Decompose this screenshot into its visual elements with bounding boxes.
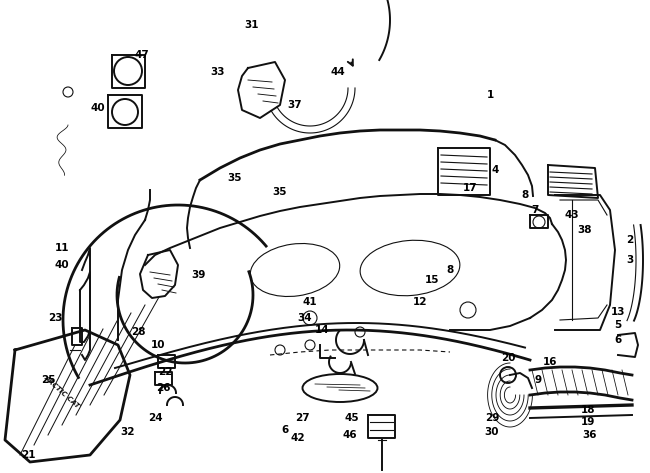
Text: 27: 27 bbox=[294, 413, 309, 423]
Text: 46: 46 bbox=[343, 430, 358, 440]
Text: ARCTIC CAT: ARCTIC CAT bbox=[43, 374, 81, 409]
Text: 38: 38 bbox=[578, 225, 592, 235]
Text: 18: 18 bbox=[580, 405, 595, 415]
Text: 22: 22 bbox=[158, 367, 172, 377]
Text: 35: 35 bbox=[227, 173, 242, 183]
Text: 26: 26 bbox=[156, 383, 170, 393]
Text: 30: 30 bbox=[485, 427, 499, 437]
Text: 21: 21 bbox=[21, 450, 35, 460]
Text: 31: 31 bbox=[245, 20, 259, 30]
Text: 12: 12 bbox=[413, 297, 427, 307]
Text: 7: 7 bbox=[531, 205, 539, 215]
Text: 47: 47 bbox=[135, 50, 150, 60]
Text: 29: 29 bbox=[485, 413, 499, 423]
Text: 14: 14 bbox=[315, 325, 330, 335]
Text: 24: 24 bbox=[148, 413, 162, 423]
Text: 37: 37 bbox=[288, 100, 302, 110]
Text: 35: 35 bbox=[273, 187, 287, 197]
Text: 43: 43 bbox=[565, 210, 579, 220]
Text: 41: 41 bbox=[303, 297, 317, 307]
Text: 15: 15 bbox=[424, 275, 439, 285]
Text: 6: 6 bbox=[614, 335, 621, 345]
Text: 2: 2 bbox=[627, 235, 634, 245]
Text: 40: 40 bbox=[55, 260, 70, 270]
Text: 11: 11 bbox=[55, 243, 70, 253]
Text: 8: 8 bbox=[447, 265, 454, 275]
Text: 33: 33 bbox=[211, 67, 226, 77]
Text: 23: 23 bbox=[47, 313, 62, 323]
Text: 39: 39 bbox=[191, 270, 205, 280]
Text: 25: 25 bbox=[41, 375, 55, 385]
Text: 6: 6 bbox=[281, 425, 289, 435]
Text: 42: 42 bbox=[291, 433, 306, 443]
Text: 20: 20 bbox=[500, 353, 515, 363]
Text: 45: 45 bbox=[344, 413, 359, 423]
Text: 17: 17 bbox=[463, 183, 477, 193]
Text: 10: 10 bbox=[151, 340, 165, 350]
Text: 5: 5 bbox=[614, 320, 621, 330]
Text: 36: 36 bbox=[583, 430, 597, 440]
Text: 32: 32 bbox=[121, 427, 135, 437]
Text: 40: 40 bbox=[91, 103, 105, 113]
Text: 3: 3 bbox=[627, 255, 634, 265]
Text: 9: 9 bbox=[534, 375, 541, 385]
Text: 34: 34 bbox=[298, 313, 312, 323]
Text: 13: 13 bbox=[611, 307, 625, 317]
Text: 4: 4 bbox=[491, 165, 499, 175]
Text: 16: 16 bbox=[543, 357, 557, 367]
Text: 19: 19 bbox=[581, 417, 595, 427]
Text: 8: 8 bbox=[521, 190, 528, 200]
Text: 44: 44 bbox=[331, 67, 345, 77]
Text: 28: 28 bbox=[131, 327, 145, 337]
Text: 1: 1 bbox=[486, 90, 493, 100]
